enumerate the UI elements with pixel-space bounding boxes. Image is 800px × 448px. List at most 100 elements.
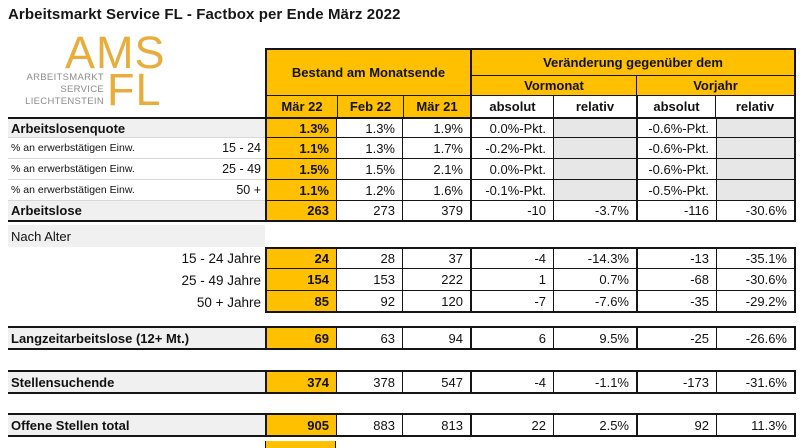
value-cell: [553, 138, 636, 159]
value-cell: 69: [265, 326, 336, 350]
value-cell: -30.6%: [716, 269, 796, 291]
value-cell: 94: [402, 326, 470, 350]
value-cell: 22: [470, 413, 553, 437]
value-cell: -35.1%: [716, 247, 796, 269]
column-header-vormonat-absolut: absolut: [470, 96, 553, 117]
value-cell: 1.2%: [336, 180, 402, 201]
value-cell: 1.1%: [265, 180, 336, 201]
age-range-label: 25 - 49: [173, 159, 265, 180]
value-cell: 153: [336, 269, 402, 291]
value-cell: 1.6%: [402, 180, 470, 201]
value-cell: -0.6%-Pkt.: [636, 138, 716, 159]
ams-fl-logo: AMS ARBEITSMARKT SERVICE LIECHTENSTEIN F…: [10, 30, 175, 116]
value-cell: -4: [470, 247, 553, 269]
logo-acronym: AMS: [65, 27, 166, 78]
logo-fl: FL: [107, 64, 162, 115]
value-cell: [553, 180, 636, 201]
value-cell: 0.0%-Pkt.: [470, 117, 553, 138]
value-cell: [553, 159, 636, 180]
value-cell: -0.2%-Pkt.: [470, 138, 553, 159]
value-cell: -1.1%: [553, 370, 636, 394]
logo-line-arbeitsmarkt: ARBEITSMARKT: [26, 72, 104, 83]
value-cell: 1.1%: [265, 138, 336, 159]
value-cell: 6: [470, 326, 553, 350]
value-cell: [553, 117, 636, 138]
row-label: Arbeitslose: [8, 201, 265, 222]
value-cell: 1: [470, 269, 553, 291]
value-cell: -7.6%: [553, 291, 636, 313]
value-cell: -35: [636, 291, 716, 313]
header-veraenderung: Veränderung gegenüber dem: [470, 50, 794, 76]
page-title: Arbeitsmarkt Service FL - Factbox per En…: [8, 6, 401, 23]
value-cell: 2.5%: [553, 413, 636, 437]
value-cell: -116: [636, 201, 716, 222]
value-cell: -0.6%-Pkt.: [636, 117, 716, 138]
value-cell: [716, 117, 796, 138]
value-cell: 273: [336, 201, 402, 222]
value-cell: 0.0%-Pkt.: [470, 159, 553, 180]
value-cell: [716, 180, 796, 201]
value-cell: 1.5%: [265, 159, 336, 180]
value-cell: 813: [402, 413, 470, 437]
row-label: Offene Stellen total: [8, 413, 265, 437]
value-cell: 85: [265, 291, 336, 313]
value-cell: -3.7%: [553, 201, 636, 222]
row-label: % an erwerbstätigen Einw.: [8, 180, 173, 201]
value-cell: -10: [470, 201, 553, 222]
value-cell: 9.5%: [553, 326, 636, 350]
column-header-maer22: Mär 22: [267, 96, 337, 117]
value-cell: -0.1%-Pkt.: [470, 180, 553, 201]
header-vorjahr: Vorjahr: [636, 76, 794, 96]
column-header-maer21: Mär 21: [403, 96, 470, 117]
row-label: Arbeitslosenquote: [8, 117, 265, 138]
header-bestand: Bestand am Monatsende: [267, 50, 470, 96]
value-cell: -0.6%-Pkt.: [636, 159, 716, 180]
age-range-label: 50 +: [173, 180, 265, 201]
value-cell: 263: [265, 201, 336, 222]
value-cell: 1.3%: [336, 117, 402, 138]
value-cell: -14.3%: [553, 247, 636, 269]
column-header-vorjahr-absolut: absolut: [636, 96, 715, 117]
value-cell: 547: [402, 370, 470, 394]
value-cell: -31.6%: [716, 370, 796, 394]
value-cell: -30.6%: [716, 201, 796, 222]
value-cell: 24: [265, 247, 336, 269]
value-cell: -68: [636, 269, 716, 291]
value-cell: -173: [636, 370, 716, 394]
section-label: Nach Alter: [8, 225, 265, 247]
value-cell: 120: [402, 291, 470, 313]
value-cell: 378: [336, 370, 402, 394]
column-header-vormonat-relativ: relativ: [553, 96, 636, 117]
value-cell: -13: [636, 247, 716, 269]
logo-line-liechtenstein: LIECHTENSTEIN: [25, 96, 104, 108]
table-body: Arbeitslosenquote 1.3% 1.3% 1.9% 0.0%-Pk…: [8, 117, 796, 448]
value-cell: 374: [265, 370, 336, 394]
value-cell: 154: [265, 269, 336, 291]
row-label: % an erwerbstätigen Einw.: [8, 138, 173, 159]
logo-subtitle: ARBEITSMARKT SERVICE LIECHTENSTEIN: [10, 72, 104, 108]
value-cell: -25: [636, 326, 716, 350]
value-cell: 92: [636, 413, 716, 437]
column-header-feb22: Feb 22: [337, 96, 403, 117]
cutoff-cell-sliver: [265, 441, 336, 448]
row-label: 50 + Jahre: [196, 294, 261, 310]
value-cell: 379: [402, 201, 470, 222]
value-cell: [716, 138, 796, 159]
value-cell: 28: [336, 247, 402, 269]
row-label: 25 - 49 Jahre: [181, 272, 261, 288]
table-header: Bestand am Monatsende Veränderung gegenü…: [265, 48, 796, 117]
value-cell: 222: [402, 269, 470, 291]
age-range-label: 15 - 24: [173, 138, 265, 159]
value-cell: 92: [336, 291, 402, 313]
value-cell: 63: [336, 326, 402, 350]
value-cell: -29.2%: [716, 291, 796, 313]
value-cell: 1.3%: [336, 138, 402, 159]
row-label: Stellensuchende: [8, 370, 265, 394]
value-cell: 2.1%: [402, 159, 470, 180]
value-cell: -26.6%: [716, 326, 796, 350]
value-cell: 0.7%: [553, 269, 636, 291]
value-cell: 1.5%: [336, 159, 402, 180]
value-cell: 1.9%: [402, 117, 470, 138]
value-cell: -7: [470, 291, 553, 313]
